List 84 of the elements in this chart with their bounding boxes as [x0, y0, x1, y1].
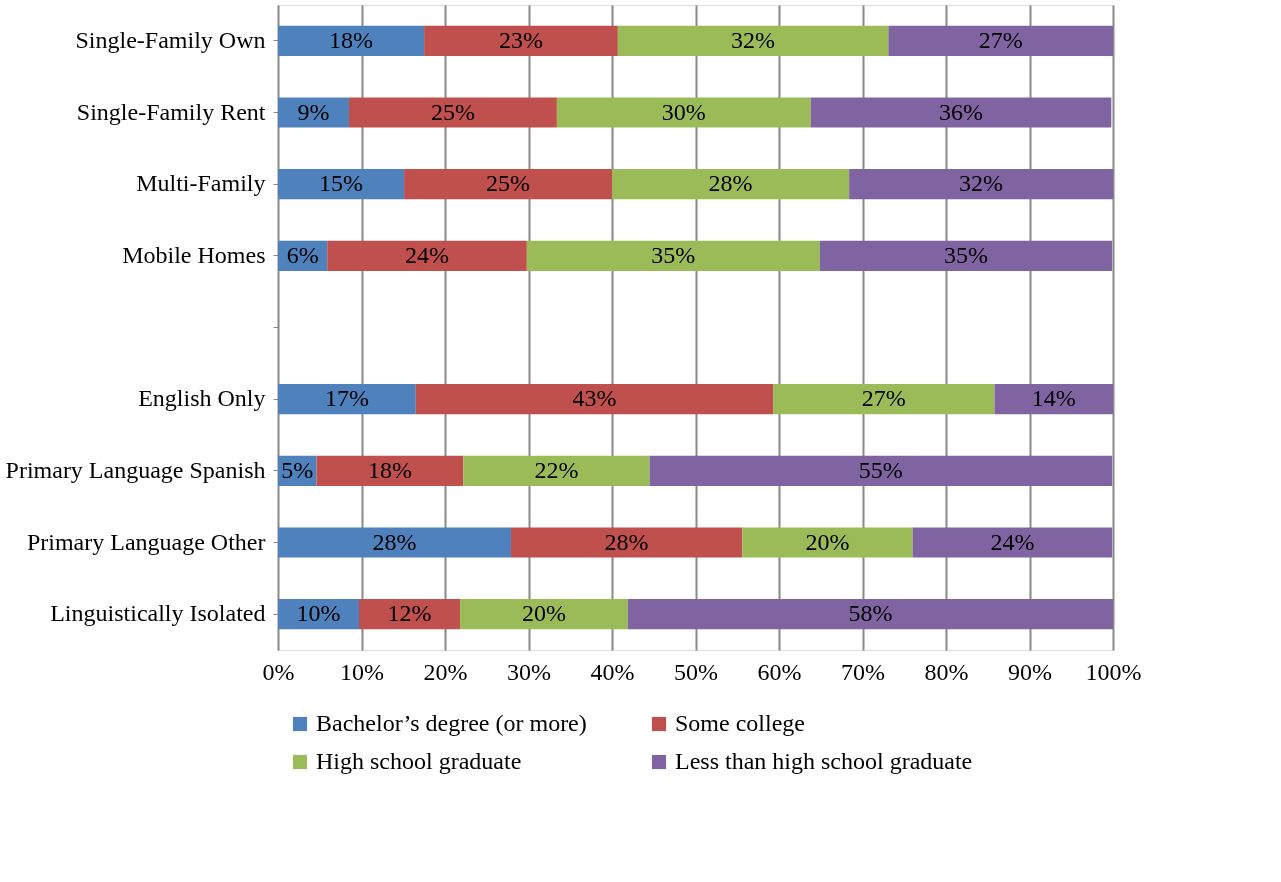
data-label: 20%: [521, 600, 566, 627]
data-label: 15%: [319, 170, 364, 197]
x-tick-label: 0%: [262, 658, 295, 685]
x-tick-label: 40%: [590, 658, 635, 685]
bar: [510, 527, 743, 558]
legend-label: Bachelor’s degree (or more): [316, 710, 587, 736]
data-label: 10%: [296, 600, 341, 627]
bar: [278, 97, 349, 128]
data-label: 24%: [990, 528, 1035, 555]
bar: [912, 527, 1113, 558]
bar: [526, 240, 820, 271]
data-label: 28%: [604, 528, 649, 555]
data-label: 18%: [367, 456, 412, 483]
data-label: 23%: [498, 26, 543, 53]
bar: [278, 25, 425, 56]
bar: [773, 384, 995, 415]
data-label: 35%: [944, 241, 989, 268]
data-label: 32%: [959, 170, 1004, 197]
bar: [994, 384, 1113, 415]
data-label: 43%: [572, 385, 617, 412]
y-tick-label: Mobile Homes: [122, 241, 266, 268]
bar: [627, 599, 1113, 630]
x-tick-label: 50%: [674, 658, 718, 685]
data-label: 32%: [731, 26, 776, 53]
data-label: 35%: [651, 241, 696, 268]
bar: [810, 97, 1112, 128]
bar: [415, 384, 774, 415]
bar: [649, 455, 1113, 486]
y-tick-label: Primary Language Other: [26, 528, 266, 555]
x-tick-label: 80%: [924, 658, 969, 685]
data-label: 18%: [329, 26, 374, 53]
bar: [556, 97, 811, 128]
y-tick-label: Single-Family Rent: [76, 98, 266, 125]
data-label: 5%: [281, 456, 314, 483]
x-tick-label: 30%: [507, 658, 551, 685]
data-label: 27%: [978, 26, 1023, 53]
bar: [819, 240, 1113, 271]
bar: [460, 599, 628, 630]
data-label: 30%: [661, 98, 706, 125]
data-label: 9%: [297, 98, 330, 125]
bar: [348, 97, 557, 128]
data-label: 36%: [939, 98, 984, 125]
bar: [327, 240, 527, 271]
data-label: 17%: [324, 385, 369, 412]
y-tick-label: English Only: [138, 385, 266, 412]
data-label: 14%: [1031, 385, 1076, 412]
x-tick-label: 60%: [757, 658, 802, 685]
x-tick-label: 100%: [1085, 658, 1142, 685]
data-label: 24%: [405, 241, 450, 268]
x-tick-label: 70%: [841, 658, 885, 685]
legend-label: Less than high school graduate: [675, 748, 973, 774]
bar: [612, 169, 850, 200]
data-label: 28%: [372, 528, 417, 555]
bar: [742, 527, 913, 558]
bar: [316, 455, 464, 486]
data-label: 25%: [430, 98, 475, 125]
bar: [278, 527, 511, 558]
bar: [359, 599, 461, 630]
legend-label: Some college: [675, 710, 805, 736]
x-tick-label: 10%: [340, 658, 384, 685]
bar: [278, 384, 416, 415]
data-label: 12%: [387, 600, 432, 627]
data-label: 55%: [858, 456, 903, 483]
bar: [463, 455, 650, 486]
bar: [278, 169, 405, 200]
y-tick-label: Single-Family Own: [75, 26, 266, 53]
data-label: 25%: [486, 170, 531, 197]
data-label: 28%: [708, 170, 753, 197]
x-tick-label: 90%: [1008, 658, 1052, 685]
bar: [404, 169, 612, 200]
bar: [617, 25, 889, 56]
y-tick-label: Multi-Family: [136, 170, 266, 197]
data-label: 20%: [805, 528, 850, 555]
y-tick-label: Linguistically Isolated: [50, 600, 266, 627]
data-label: 22%: [534, 456, 579, 483]
y-tick-label: Primary Language Spanish: [5, 456, 266, 483]
x-tick-label: 20%: [423, 658, 468, 685]
bar: [888, 25, 1113, 56]
data-label: 27%: [861, 385, 906, 412]
bar: [849, 169, 1113, 200]
bar: [424, 25, 618, 56]
data-label: 6%: [286, 241, 319, 268]
legend-label: High school graduate: [316, 748, 522, 774]
data-label: 58%: [848, 600, 893, 627]
